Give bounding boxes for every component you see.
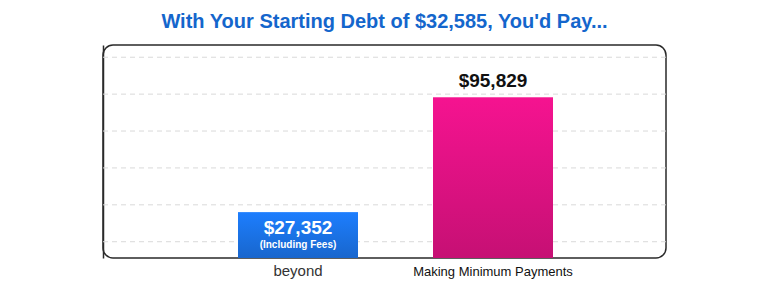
grid-line bbox=[103, 167, 666, 168]
y-tick bbox=[103, 167, 666, 168]
grid-line bbox=[103, 94, 666, 95]
y-tick bbox=[103, 94, 666, 95]
bar bbox=[433, 97, 553, 258]
y-tick bbox=[103, 241, 666, 242]
x-tick-label: beyond bbox=[273, 262, 322, 279]
grid-line bbox=[103, 241, 666, 242]
bars bbox=[238, 97, 553, 258]
grid-line bbox=[103, 131, 666, 132]
bar bbox=[238, 212, 358, 258]
y-tick bbox=[103, 204, 666, 205]
y-tick bbox=[103, 131, 666, 132]
data-label: $27,352 bbox=[264, 217, 333, 238]
x-axis: beyond Making Minimum Payments bbox=[273, 262, 573, 279]
chart-title: With Your Starting Debt of $32,585, You'… bbox=[161, 10, 607, 32]
annotation: (Including Fees) bbox=[260, 239, 337, 250]
y-axis-line bbox=[103, 46, 105, 259]
chart-container: With Your Starting Debt of $32,585, You'… bbox=[0, 0, 768, 291]
data-labels: $27,352(Including Fees) $95,829 bbox=[260, 70, 528, 250]
y-axis bbox=[103, 46, 666, 259]
chart-svg: With Your Starting Debt of $32,585, You'… bbox=[0, 0, 768, 291]
x-tick-label: Making Minimum Payments bbox=[413, 264, 573, 279]
plot-frame bbox=[103, 45, 666, 258]
grid-line bbox=[103, 204, 666, 205]
data-label: $95,829 bbox=[459, 70, 528, 91]
y-tick bbox=[103, 57, 666, 58]
grid-line bbox=[103, 57, 666, 58]
